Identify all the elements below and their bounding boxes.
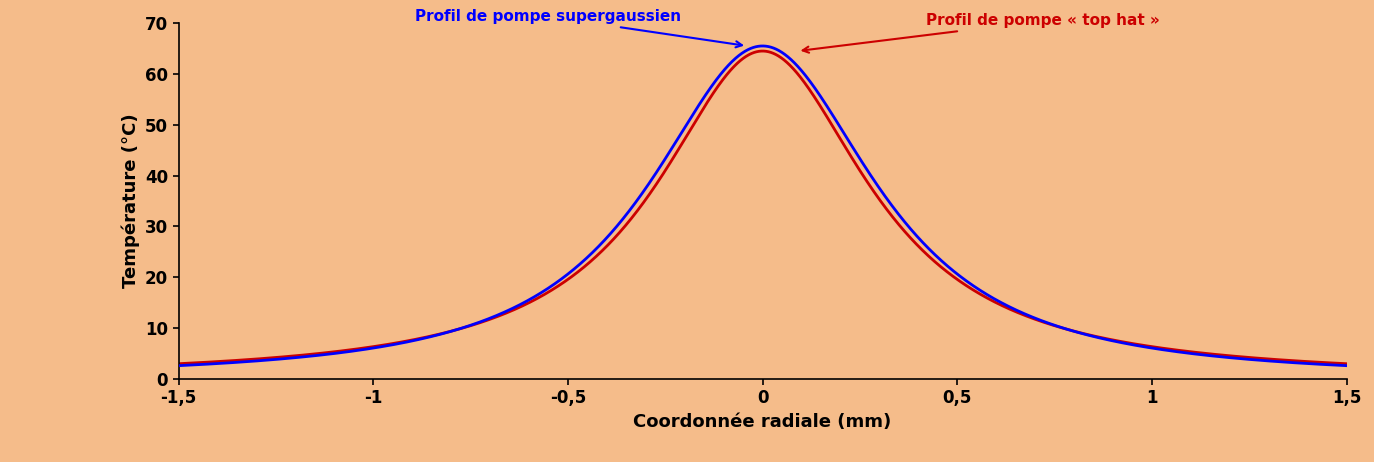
Y-axis label: Température (°C): Température (°C) [121, 114, 140, 288]
Text: Profil de pompe « top hat »: Profil de pompe « top hat » [802, 13, 1160, 53]
X-axis label: Coordonnée radiale (mm): Coordonnée radiale (mm) [633, 413, 892, 431]
Text: Profil de pompe supergaussien: Profil de pompe supergaussien [415, 9, 742, 47]
